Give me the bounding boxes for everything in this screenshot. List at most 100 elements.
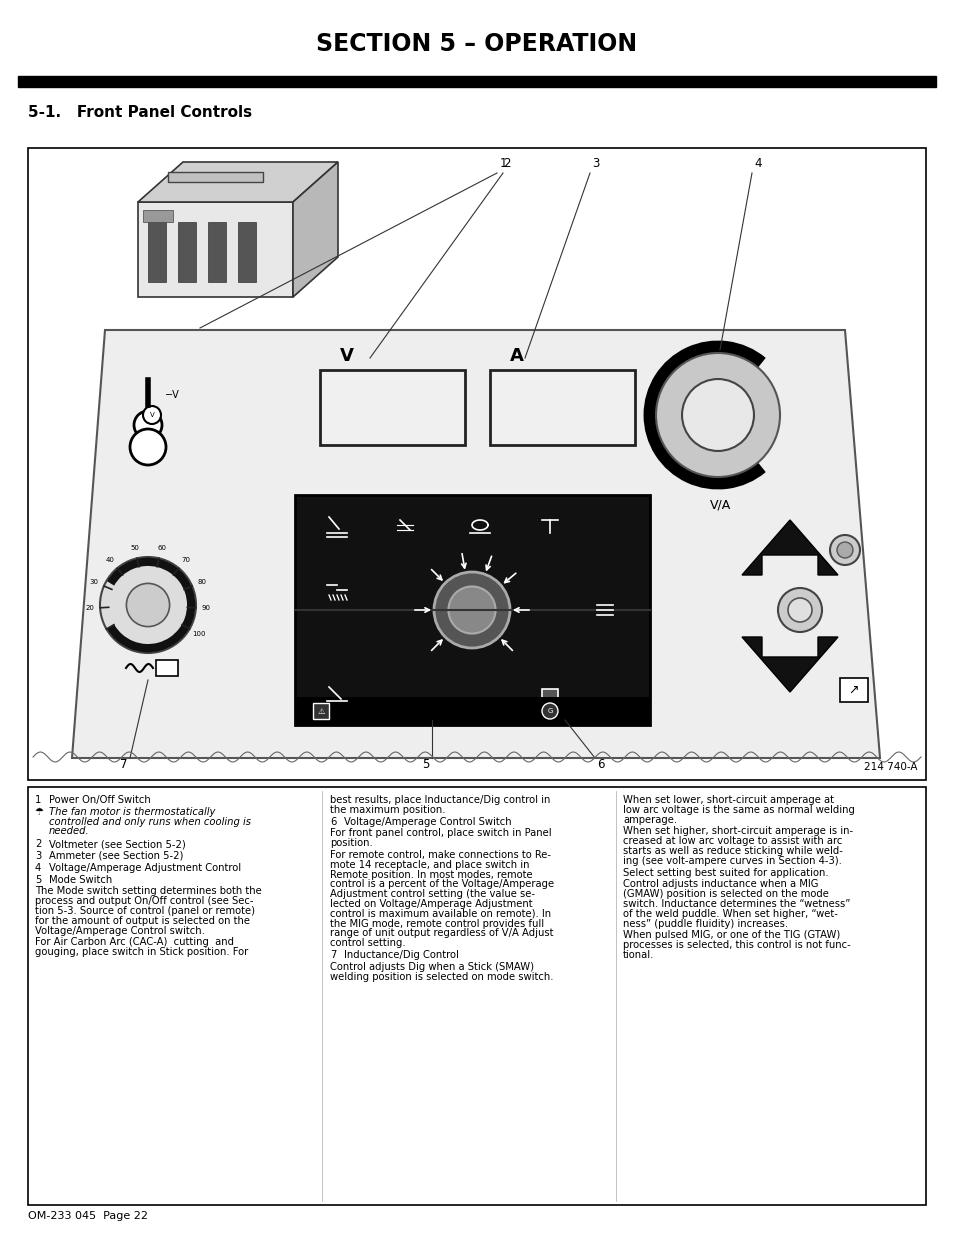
Bar [156,659,178,676]
Text: 1: 1 [499,157,507,170]
Circle shape [434,572,510,648]
Circle shape [829,535,859,564]
Text: Remote position. In most modes, remote: Remote position. In most modes, remote [330,869,532,879]
Text: 5-1.   Front Panel Controls: 5-1. Front Panel Controls [28,105,252,120]
Text: 7: 7 [120,758,128,771]
Text: of the weld puddle. When set higher, “wet-: of the weld puddle. When set higher, “we… [622,909,837,919]
Polygon shape [741,520,837,576]
Circle shape [787,598,811,622]
Polygon shape [741,637,837,692]
Text: Inductance/Dig Control: Inductance/Dig Control [344,950,458,960]
Text: 90: 90 [202,605,211,611]
Text: tion 5-3. Source of control (panel or remote): tion 5-3. Source of control (panel or re… [35,906,254,916]
Text: Power On/Off Switch: Power On/Off Switch [49,795,151,805]
Circle shape [681,379,753,451]
Text: low arc voltage is the same as normal welding: low arc voltage is the same as normal we… [622,805,854,815]
Text: Select setting best suited for application.: Select setting best suited for applicati… [622,868,828,878]
Bar [541,689,558,703]
Text: Adjustment control setting (the value se-: Adjustment control setting (the value se… [330,889,535,899]
Circle shape [656,353,780,477]
Text: When set lower, short-circuit amperage at: When set lower, short-circuit amperage a… [622,795,833,805]
Text: 2: 2 [35,840,41,850]
Text: 4: 4 [753,157,760,170]
Text: 60: 60 [157,545,166,551]
Text: welding position is selected on mode switch.: welding position is selected on mode swi… [330,972,553,982]
Text: When set higher, short-circuit amperage is in-: When set higher, short-circuit amperage … [622,826,852,836]
Circle shape [130,429,166,466]
Bar [148,222,166,282]
Text: 214 740-A: 214 740-A [863,762,917,772]
Text: When pulsed MIG, or one of the TIG (GTAW): When pulsed MIG, or one of the TIG (GTAW… [622,930,840,940]
Text: 20: 20 [85,605,94,611]
Circle shape [100,557,195,653]
Text: best results, place Inductance/Dig control in: best results, place Inductance/Dig contr… [330,795,550,805]
Text: 3: 3 [35,851,41,861]
Text: 3: 3 [592,157,598,170]
Text: amperage.: amperage. [622,815,677,825]
Text: ing (see volt-ampere curves in Section 4-3).: ing (see volt-ampere curves in Section 4… [622,856,841,866]
Text: V/A: V/A [709,499,731,513]
Text: The fan motor is thermostatically: The fan motor is thermostatically [49,806,215,816]
Text: 50: 50 [130,545,139,551]
Text: 4: 4 [35,863,41,873]
Bar [28,148,925,781]
Bar [138,203,293,296]
Text: OM-233 045  Page 22: OM-233 045 Page 22 [28,1212,148,1221]
Text: 6: 6 [597,758,604,771]
Bar [840,678,867,701]
Bar [294,697,649,725]
Bar [18,77,935,86]
Polygon shape [138,162,337,203]
Circle shape [133,411,162,438]
Text: lected on Voltage/Amperage Adjustment: lected on Voltage/Amperage Adjustment [330,899,532,909]
Text: controlled and only runs when cooling is: controlled and only runs when cooling is [49,816,251,826]
Text: 5: 5 [35,874,41,884]
Text: creased at low arc voltage to assist with arc: creased at low arc voltage to assist wit… [622,836,841,846]
Text: control setting.: control setting. [330,939,405,948]
Text: (GMAW) position is selected on the mode: (GMAW) position is selected on the mode [622,889,828,899]
Text: Ammeter (see Section 5-2): Ammeter (see Section 5-2) [49,851,183,861]
Text: process and output On/Off control (see Sec-: process and output On/Off control (see S… [35,897,253,906]
Circle shape [541,703,558,719]
Text: ⚠: ⚠ [317,706,324,715]
Bar [143,210,172,222]
Text: G: G [547,708,552,714]
Text: V: V [150,412,154,417]
Text: 7: 7 [330,950,336,960]
Bar [313,703,329,719]
Text: mote 14 receptacle, and place switch in: mote 14 receptacle, and place switch in [330,860,529,869]
Text: Voltage/Amperage Control switch.: Voltage/Amperage Control switch. [35,925,205,936]
Text: processes is selected, this control is not func-: processes is selected, this control is n… [622,940,850,950]
Text: 30: 30 [90,579,98,585]
Text: Control adjusts inductance when a MIG: Control adjusts inductance when a MIG [622,879,818,889]
Text: The Mode switch setting determines both the: The Mode switch setting determines both … [35,887,261,897]
Text: range of unit output regardless of V/A Adjust: range of unit output regardless of V/A A… [330,929,553,939]
Bar [178,222,195,282]
Text: gouging, place switch in Stick position. For: gouging, place switch in Stick position.… [35,947,248,957]
Bar [490,370,635,445]
Text: switch. Inductance determines the “wetness”: switch. Inductance determines the “wetne… [622,899,849,909]
Text: 40: 40 [106,557,114,563]
Text: for the amount of output is selected on the: for the amount of output is selected on … [35,916,250,926]
Text: 100: 100 [192,631,205,637]
Text: ☂: ☂ [35,806,44,816]
Text: starts as well as reduce sticking while weld-: starts as well as reduce sticking while … [622,846,842,856]
Text: the maximum position.: the maximum position. [330,805,445,815]
Text: 2: 2 [502,157,510,170]
Polygon shape [293,162,337,296]
Text: Voltage/Amperage Control Switch: Voltage/Amperage Control Switch [344,816,511,826]
Text: Control adjusts Dig when a Stick (SMAW): Control adjusts Dig when a Stick (SMAW) [330,962,534,972]
Text: A: A [510,347,523,366]
Text: 5: 5 [422,758,430,771]
Text: needed.: needed. [49,826,90,836]
Text: For Air Carbon Arc (CAC-A)  cutting  and: For Air Carbon Arc (CAC-A) cutting and [35,937,233,947]
Text: Voltmeter (see Section 5-2): Voltmeter (see Section 5-2) [49,840,186,850]
Bar [237,222,255,282]
Text: 6: 6 [330,816,336,826]
Text: Voltage/Amperage Adjustment Control: Voltage/Amperage Adjustment Control [49,863,241,873]
Circle shape [778,588,821,632]
Text: ness” (puddle fluidity) increases.: ness” (puddle fluidity) increases. [622,919,787,929]
Text: control is maximum available on remote). In: control is maximum available on remote).… [330,909,551,919]
Text: For front panel control, place switch in Panel: For front panel control, place switch in… [330,829,551,839]
Text: tional.: tional. [622,950,654,960]
